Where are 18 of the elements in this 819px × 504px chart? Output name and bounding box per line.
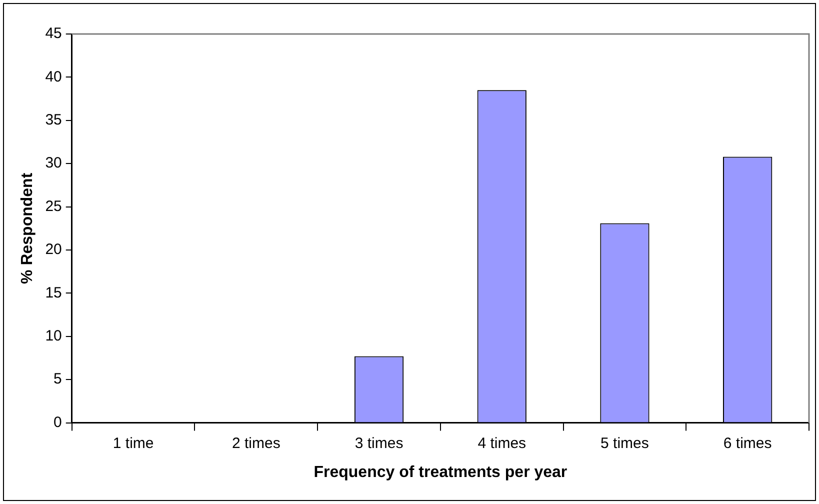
- y-tick-label: 35: [45, 112, 62, 129]
- y-tick-label: 10: [45, 328, 62, 345]
- x-tick-label: 6 times: [723, 434, 772, 452]
- x-tick-label: 1 time: [112, 434, 154, 452]
- y-tick-label: 5: [54, 370, 62, 388]
- y-tick-label: 15: [45, 284, 62, 302]
- x-tick-label: 4 times: [478, 434, 526, 452]
- x-tick-label: 3 times: [354, 434, 404, 452]
- y-axis-title: % Respondent: [19, 172, 36, 284]
- y-tick-label: 45: [45, 25, 62, 42]
- y-tick-label: 40: [45, 68, 62, 86]
- y-tick-label: 0: [54, 414, 62, 431]
- y-tick-label: 30: [45, 154, 62, 172]
- x-tick-label: 2 times: [232, 434, 280, 452]
- y-tick-label: 25: [45, 198, 62, 215]
- x-tick-label: 5 times: [600, 434, 649, 452]
- x-axis-title: Frequency of treatments per year: [314, 464, 568, 481]
- y-tick-label: 20: [45, 241, 62, 258]
